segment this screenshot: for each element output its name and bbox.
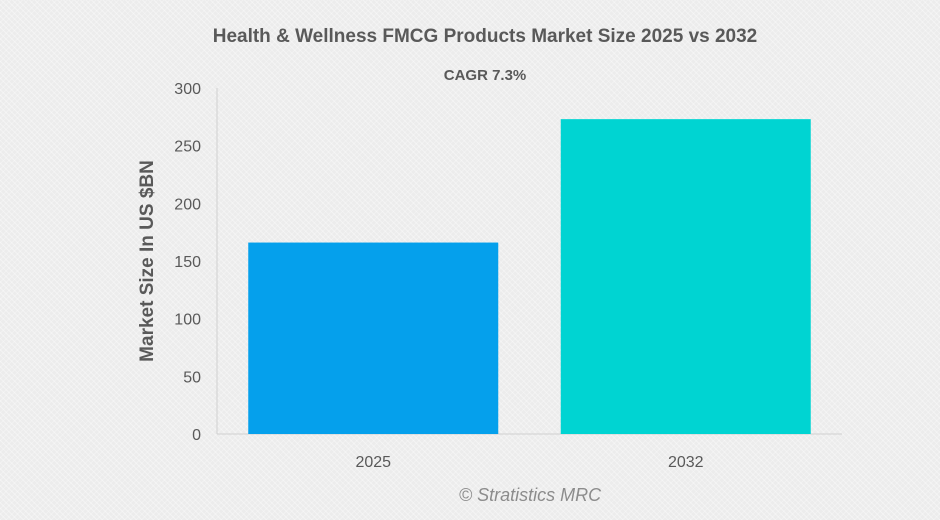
bar-2032: [560, 119, 811, 434]
y-tick-label: 50: [183, 369, 201, 386]
x-tick-label: 2032: [668, 454, 704, 471]
y-tick-label: 100: [174, 312, 201, 329]
bars-group: [248, 119, 811, 434]
chart-title: Health & Wellness FMCG Products Market S…: [213, 26, 758, 47]
watermark: © Stratistics MRC: [459, 485, 602, 505]
y-axis-ticks: 0 50 100 150 200 250 300: [174, 81, 201, 444]
y-tick-label: 200: [174, 196, 201, 213]
y-tick-label: 150: [174, 254, 201, 271]
cagr-annotation: CAGR 7.3%: [444, 67, 527, 84]
x-tick-label: 2025: [355, 454, 391, 471]
y-tick-label: 250: [174, 139, 201, 156]
x-axis-ticks: 2025 2032: [355, 454, 703, 471]
y-tick-label: 0: [192, 427, 201, 444]
y-tick-label: 300: [174, 81, 201, 98]
bar-2025: [248, 242, 499, 434]
y-axis-label: Market Size In US $BN: [137, 160, 158, 362]
